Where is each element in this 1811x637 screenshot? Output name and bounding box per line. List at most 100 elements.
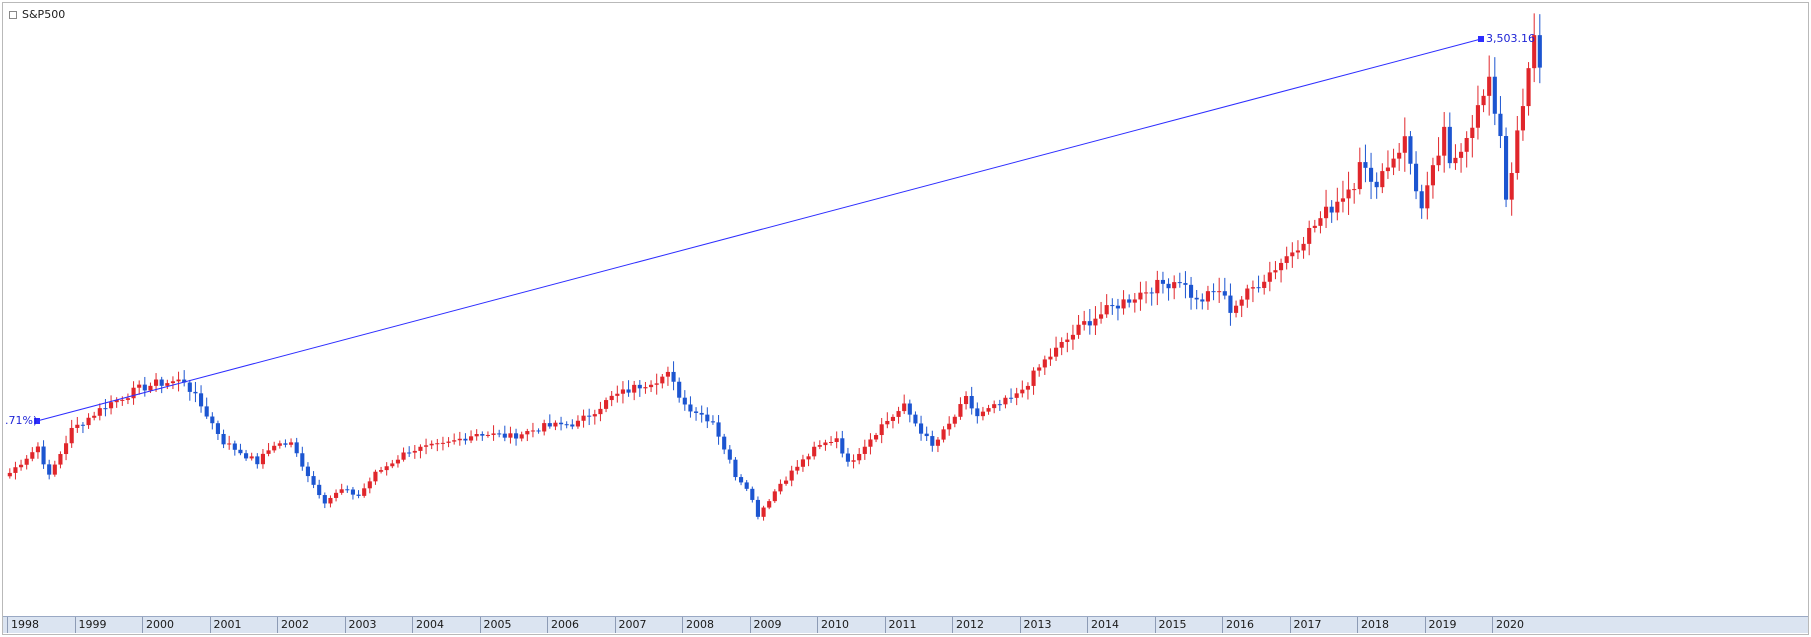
- x-tick-label: 2005: [479, 617, 512, 633]
- candle-body: [339, 489, 344, 493]
- candle-body: [592, 414, 597, 417]
- candle-body: [615, 393, 620, 396]
- candle-body: [1211, 291, 1216, 293]
- candlestick-plot: [7, 13, 1542, 521]
- candle-body: [1329, 206, 1334, 213]
- x-tick-label: 2012: [952, 617, 984, 633]
- candle-body: [1042, 359, 1047, 368]
- candle-body: [452, 440, 457, 442]
- candle-body: [1385, 167, 1390, 172]
- candle-body: [1532, 35, 1537, 69]
- candle-body: [474, 434, 479, 437]
- candle-body: [80, 424, 85, 426]
- candle-body: [958, 404, 963, 417]
- candle-body: [125, 398, 130, 400]
- x-tick-label: 2020: [1492, 617, 1524, 633]
- candle-body: [1144, 292, 1149, 294]
- candle-body: [373, 471, 378, 482]
- candle-body: [429, 443, 434, 446]
- candle-body: [575, 420, 580, 427]
- candle-body: [986, 408, 991, 412]
- candle-body: [744, 482, 749, 489]
- candle-body: [114, 400, 119, 403]
- candle-body: [542, 423, 547, 432]
- candle-body: [1239, 299, 1244, 306]
- candle-body: [941, 429, 946, 440]
- candle-body: [637, 384, 642, 389]
- candle-body: [1402, 136, 1407, 153]
- candle-body: [750, 488, 755, 500]
- candle-body: [935, 439, 940, 446]
- candle-body: [761, 507, 766, 517]
- candle-body: [1003, 397, 1008, 405]
- candle-body: [587, 415, 592, 417]
- trendline-end-handle[interactable]: [1478, 36, 1484, 42]
- candle-body: [305, 466, 310, 477]
- candle-body: [69, 427, 74, 444]
- candle-body: [367, 481, 372, 489]
- candle-body: [992, 404, 997, 409]
- candle-body: [97, 408, 102, 416]
- candle-body: [1245, 288, 1250, 300]
- candle-body: [1346, 189, 1351, 199]
- x-axis: 1998 1999 2000 2001 2002 2003 2004 2005 2006 2007…: [3, 616, 1808, 633]
- candle-body: [1414, 163, 1419, 192]
- candle-body: [823, 442, 828, 446]
- candle-body: [1256, 287, 1261, 289]
- candle-body: [1121, 299, 1126, 309]
- candle-body: [1234, 305, 1239, 313]
- candle-body: [1059, 341, 1064, 348]
- candle-body: [142, 384, 147, 391]
- candle-body: [969, 395, 974, 409]
- candle-body: [204, 406, 209, 417]
- candle-body: [795, 466, 800, 471]
- candle-body: [395, 459, 400, 464]
- candle-body: [1537, 35, 1542, 68]
- candle-body: [1436, 155, 1441, 166]
- candle-body: [525, 431, 530, 435]
- series-marker-icon: [9, 10, 17, 19]
- candle-body: [1031, 370, 1036, 386]
- candle-body: [997, 404, 1002, 406]
- candle-body: [885, 420, 890, 425]
- candle-body: [435, 443, 440, 445]
- candle-body: [1430, 165, 1435, 186]
- candle-body: [311, 476, 316, 485]
- candle-body: [1020, 389, 1025, 394]
- candle-body: [643, 387, 648, 389]
- candle-body: [812, 446, 817, 457]
- x-tick-label: 2004: [412, 617, 444, 633]
- x-tick-label: 2006: [547, 617, 579, 633]
- candle-body: [857, 453, 862, 461]
- candle-body: [491, 433, 496, 435]
- candle-body: [665, 371, 670, 377]
- candle-body: [817, 445, 822, 447]
- candle-body: [845, 453, 850, 462]
- candle-body: [508, 433, 513, 438]
- candle-body: [1526, 68, 1531, 107]
- candle-body: [975, 408, 980, 417]
- candle-body: [1172, 282, 1177, 289]
- candle-body: [1515, 130, 1520, 173]
- candle-body: [47, 464, 52, 475]
- trendline[interactable]: [36, 38, 1482, 422]
- candle-body: [350, 489, 355, 495]
- trendline-start-handle[interactable]: [34, 418, 40, 424]
- candle-body: [1132, 299, 1137, 303]
- candle-body: [1262, 281, 1267, 288]
- candle-body: [469, 436, 474, 441]
- candle-body: [1025, 385, 1030, 390]
- candle-body: [1273, 270, 1278, 273]
- candle-body: [722, 436, 727, 450]
- candle-body: [1520, 106, 1525, 131]
- x-tick-label: 2009: [749, 617, 782, 633]
- x-tick-label: 2013: [1019, 617, 1052, 633]
- candle-body: [317, 484, 322, 496]
- candle-body: [1447, 126, 1452, 164]
- candle-body: [379, 470, 384, 472]
- candle-body: [727, 449, 732, 460]
- candle-body: [182, 379, 187, 383]
- candle-body: [1464, 137, 1469, 152]
- candle-body: [215, 423, 220, 434]
- candle-body: [75, 424, 80, 428]
